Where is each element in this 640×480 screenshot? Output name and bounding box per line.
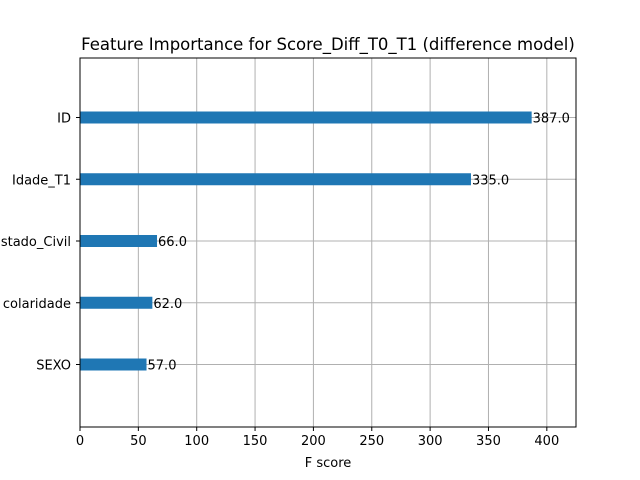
bar [80, 358, 147, 371]
bars [80, 111, 532, 371]
x-axis-label: F score [305, 456, 352, 471]
data-label: 335.0 [472, 173, 509, 188]
x-tick-label: 150 [243, 434, 268, 449]
y-tick-label: Idade_T1 [12, 173, 71, 188]
data-label: 387.0 [533, 112, 570, 127]
y-tick-label: SEXO [36, 359, 71, 374]
x-tick-label: 300 [418, 434, 443, 449]
chart-title: Feature Importance for Score_Diff_T0_T1 … [81, 35, 575, 55]
y-tick-label: ID [57, 112, 71, 127]
bar [80, 111, 532, 124]
x-tick-label: 50 [130, 434, 147, 449]
bar [80, 296, 153, 309]
bar [80, 235, 158, 247]
data-label: 57.0 [148, 359, 177, 374]
plot-frame [79, 57, 577, 428]
y-tick-label: stado_Civil [1, 235, 71, 250]
y-tick-label: colaridade [3, 297, 71, 312]
x-tick-label: 200 [301, 434, 326, 449]
axis-ticks [76, 117, 548, 431]
data-label: 66.0 [158, 235, 187, 250]
x-tick-label: 350 [476, 434, 501, 449]
x-tick-label: 0 [76, 434, 84, 449]
x-tick-label: 250 [359, 434, 384, 449]
x-tick-label: 100 [184, 434, 209, 449]
data-label: 62.0 [153, 297, 182, 312]
bar [80, 173, 471, 186]
x-tick-label: 400 [534, 434, 559, 449]
chart-labels: 0 50 100 150 200 250 300 350 400 SEXO 57.0 colarida… [1, 112, 570, 450]
